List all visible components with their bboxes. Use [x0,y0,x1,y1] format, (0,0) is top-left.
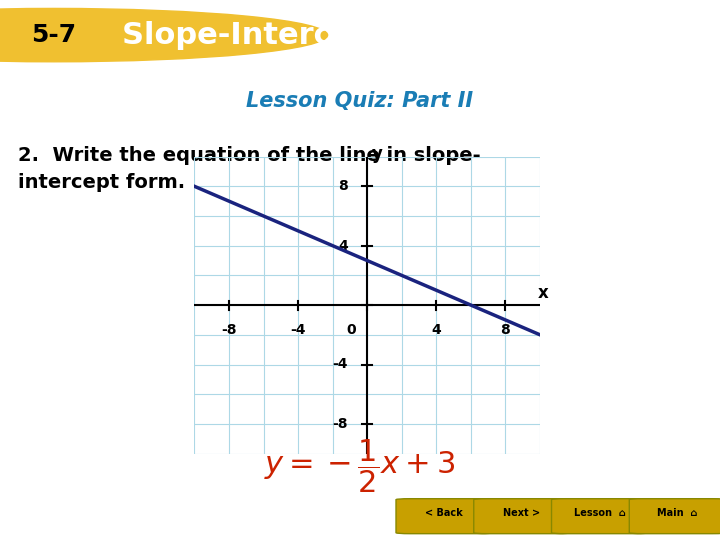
Text: 0: 0 [347,323,356,337]
Text: 5-7: 5-7 [32,23,76,47]
Text: Lesson Quiz: Part II: Lesson Quiz: Part II [246,91,474,111]
Text: < Back: < Back [426,508,463,518]
Text: -8: -8 [221,323,237,337]
Text: 8: 8 [338,179,348,193]
Text: Slope-Intercept Form: Slope-Intercept Form [122,21,487,50]
Text: © HOLT McDOUGAL. All Rights Reserved: © HOLT McDOUGAL. All Rights Reserved [14,511,240,521]
Text: -4: -4 [290,323,306,337]
Text: 4: 4 [431,323,441,337]
Text: -4: -4 [333,357,348,372]
FancyBboxPatch shape [552,499,649,534]
Text: x: x [538,284,549,302]
Text: -8: -8 [333,417,348,431]
FancyBboxPatch shape [629,499,720,534]
Text: Next >: Next > [503,508,541,518]
Text: Lesson  ⌂: Lesson ⌂ [574,508,626,518]
Text: 4: 4 [338,239,348,253]
Text: 8: 8 [500,323,510,337]
Text: 2.  Write the equation of the line in slope-
intercept form.: 2. Write the equation of the line in slo… [18,146,481,192]
Text: $y = -\dfrac{1}{2}x + 3$: $y = -\dfrac{1}{2}x + 3$ [264,437,456,495]
Text: Main  ⌂: Main ⌂ [657,508,698,518]
FancyBboxPatch shape [396,499,493,534]
FancyBboxPatch shape [474,499,571,534]
Text: y: y [372,145,383,163]
Circle shape [0,9,328,62]
